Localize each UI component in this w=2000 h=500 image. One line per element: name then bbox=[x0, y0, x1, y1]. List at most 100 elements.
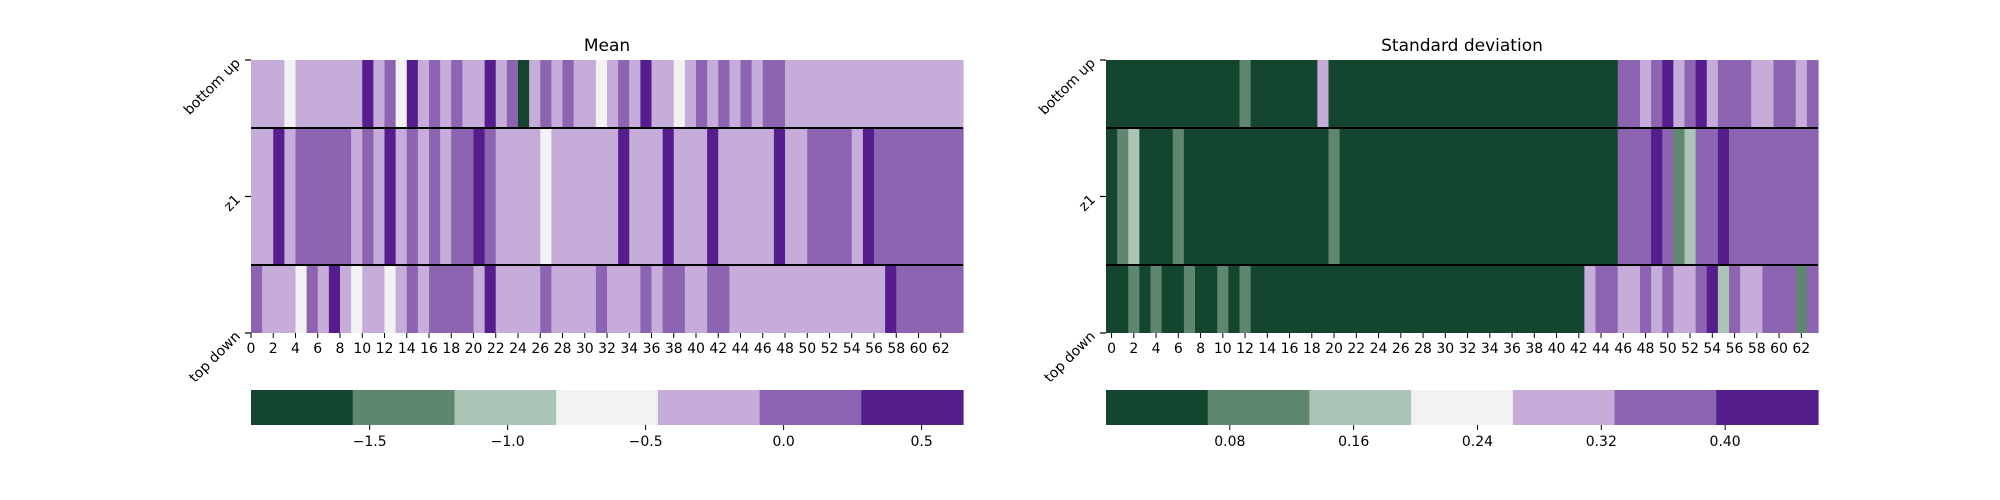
heatmap-cell bbox=[406, 60, 419, 128]
heatmap-cell bbox=[773, 265, 786, 333]
x-tick-label: 48 bbox=[776, 341, 794, 357]
heatmap-cell bbox=[773, 128, 786, 265]
heatmap-cell bbox=[1506, 60, 1519, 128]
colorbar-segment bbox=[1614, 390, 1717, 425]
x-tick-label: 4 bbox=[1152, 341, 1161, 357]
heatmap-cell bbox=[1217, 265, 1229, 333]
colorbar-segment bbox=[1716, 390, 1819, 425]
heatmap-cell bbox=[807, 265, 819, 333]
x-tick-label: 62 bbox=[932, 341, 950, 357]
heatmap-cell bbox=[1406, 128, 1419, 265]
x-tick-label: 2 bbox=[269, 341, 278, 357]
heatmap-cell bbox=[1640, 60, 1652, 128]
heatmap-cell bbox=[1439, 128, 1452, 265]
heatmap-cell bbox=[1484, 128, 1496, 265]
heatmap-cell bbox=[1183, 128, 1196, 265]
heatmap-cell bbox=[1250, 128, 1263, 265]
heatmap-cell bbox=[395, 128, 408, 265]
heatmap-cell bbox=[1729, 60, 1741, 128]
heatmap-cell bbox=[1517, 265, 1530, 333]
x-tick-label: 32 bbox=[598, 341, 616, 357]
x-tick-label: 28 bbox=[554, 341, 572, 357]
heatmap-cell bbox=[1473, 265, 1485, 333]
heatmap-cell bbox=[1272, 128, 1285, 265]
heatmap-cell bbox=[1806, 265, 1819, 333]
heatmap-cell bbox=[1439, 265, 1452, 333]
x-tick-label: 44 bbox=[732, 341, 750, 357]
heatmap-cell bbox=[417, 60, 430, 128]
heatmap-cell bbox=[1506, 265, 1519, 333]
x-tick-label: 8 bbox=[336, 341, 345, 357]
heatmap-cell bbox=[1195, 265, 1207, 333]
heatmap-cell bbox=[1740, 128, 1752, 265]
heatmap-cell bbox=[1551, 128, 1563, 265]
heatmap-cell bbox=[696, 60, 708, 128]
heatmap-cell bbox=[785, 265, 797, 333]
heatmap-cell bbox=[1684, 128, 1697, 265]
heatmap-cell bbox=[929, 60, 942, 128]
heatmap-cell bbox=[862, 265, 875, 333]
heatmap-cell bbox=[1517, 128, 1530, 265]
heatmap-cell bbox=[896, 60, 908, 128]
x-tick-label: 56 bbox=[865, 341, 883, 357]
heatmap-cell bbox=[684, 60, 697, 128]
heatmap-cell bbox=[273, 265, 285, 333]
x-tick-label: 10 bbox=[1214, 341, 1232, 357]
heatmap-cell bbox=[562, 265, 575, 333]
heatmap-cell bbox=[484, 128, 497, 265]
x-tick-label: 30 bbox=[1436, 341, 1454, 357]
heatmap-cell bbox=[1239, 60, 1252, 128]
heatmap-cell bbox=[1462, 265, 1474, 333]
heatmap-cell bbox=[317, 265, 330, 333]
heatmap-cell bbox=[707, 128, 719, 265]
heatmap-cell bbox=[462, 128, 475, 265]
heatmap-cell bbox=[1217, 60, 1229, 128]
heatmap-cell bbox=[1740, 265, 1752, 333]
heatmap-cell bbox=[1450, 265, 1463, 333]
heatmap-cell bbox=[940, 60, 953, 128]
heatmap-cell bbox=[1384, 128, 1396, 265]
heatmap-cell bbox=[1773, 60, 1786, 128]
heatmap-cell bbox=[1606, 60, 1619, 128]
heatmap-cell bbox=[1651, 128, 1663, 265]
heatmap-cell bbox=[1239, 265, 1252, 333]
heatmap-cell bbox=[1784, 60, 1797, 128]
heatmap-cell bbox=[673, 128, 686, 265]
colorbar-segment bbox=[1207, 390, 1311, 425]
colorbar-segment bbox=[1309, 390, 1412, 425]
heatmap-cell bbox=[640, 128, 653, 265]
heatmap-cell bbox=[1439, 60, 1452, 128]
heatmap-cell bbox=[351, 265, 363, 333]
heatmap-cell bbox=[1395, 128, 1407, 265]
heatmap-cell bbox=[384, 128, 397, 265]
heatmap-cell bbox=[885, 265, 897, 333]
heatmap-cell bbox=[317, 128, 330, 265]
heatmap-cell bbox=[1317, 60, 1330, 128]
heatmap-cell bbox=[1317, 128, 1330, 265]
heatmap-cell bbox=[340, 60, 352, 128]
heatmap-cell bbox=[1172, 128, 1185, 265]
heatmap-cell bbox=[1150, 265, 1163, 333]
heatmap-cell bbox=[328, 128, 341, 265]
heatmap-cell bbox=[1762, 60, 1775, 128]
heatmap-cell bbox=[840, 128, 853, 265]
x-tick-label: 52 bbox=[821, 341, 839, 357]
heatmap-cell bbox=[1706, 128, 1719, 265]
x-tick-label: 22 bbox=[1347, 341, 1365, 357]
heatmap-cell bbox=[1562, 128, 1574, 265]
heatmap-cell bbox=[1161, 128, 1174, 265]
heatmap-cell bbox=[1373, 60, 1385, 128]
heatmap-cell bbox=[1695, 60, 1708, 128]
heatmap-cell bbox=[1373, 128, 1385, 265]
heatmap-cell bbox=[840, 60, 853, 128]
heatmap-cell bbox=[1183, 265, 1196, 333]
heatmap-cell bbox=[1106, 128, 1118, 265]
x-tick-label: 34 bbox=[620, 341, 638, 357]
heatmap-cell bbox=[918, 128, 931, 265]
heatmap-cell bbox=[1195, 60, 1207, 128]
heatmap-cell bbox=[762, 60, 775, 128]
heatmap-cell bbox=[640, 60, 653, 128]
heatmap-cell bbox=[1684, 60, 1697, 128]
heatmap-cell bbox=[607, 265, 619, 333]
heatmap-cell bbox=[729, 265, 742, 333]
